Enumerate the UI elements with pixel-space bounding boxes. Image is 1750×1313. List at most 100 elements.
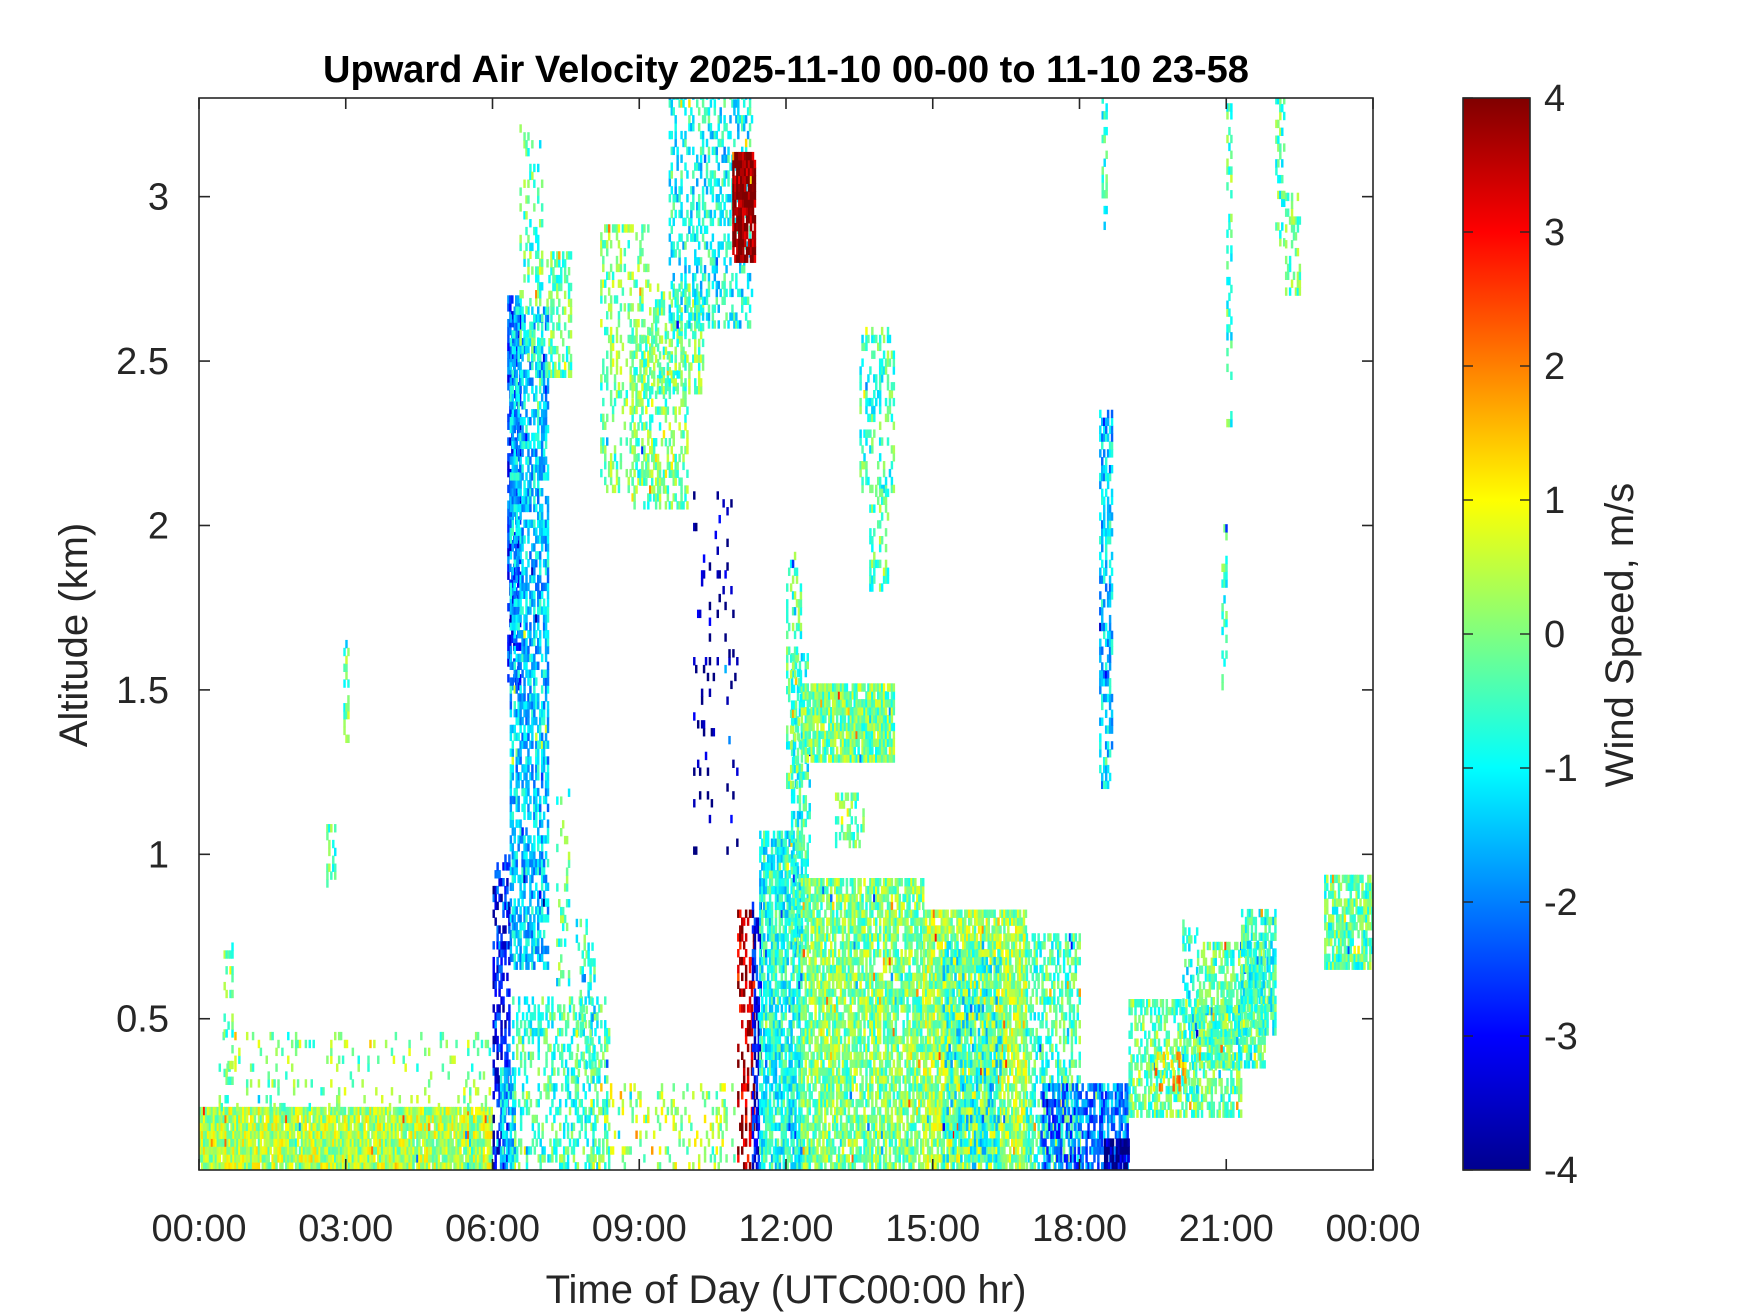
velocity-cell	[484, 1138, 488, 1147]
velocity-cell	[664, 378, 668, 387]
velocity-cell	[294, 1031, 298, 1041]
velocity-cell	[439, 1114, 443, 1124]
velocity-cell	[639, 1130, 642, 1139]
velocity-cell	[320, 1122, 323, 1132]
velocity-cell	[541, 1027, 544, 1037]
velocity-cell	[513, 448, 516, 457]
velocity-cell	[540, 898, 544, 907]
velocity-cell	[380, 1154, 384, 1163]
velocity-cell	[668, 98, 672, 100]
velocity-cell	[506, 878, 509, 887]
velocity-cell	[674, 469, 677, 478]
velocity-cell	[231, 1029, 234, 1038]
velocity-cell	[695, 265, 699, 274]
velocity-cell	[639, 468, 642, 478]
velocity-cell	[613, 453, 617, 462]
velocity-cell	[492, 893, 495, 903]
velocity-cell	[695, 233, 699, 242]
velocity-cell	[275, 1130, 278, 1139]
velocity-cell	[502, 1162, 505, 1170]
velocity-cell	[347, 679, 350, 688]
velocity-cell	[692, 312, 695, 321]
velocity-cell	[525, 424, 528, 434]
velocity-cell	[226, 1130, 229, 1139]
velocity-cell	[552, 306, 555, 315]
velocity-cell	[513, 1075, 516, 1084]
velocity-cell	[513, 480, 516, 489]
velocity-cell	[513, 539, 516, 549]
velocity-cell	[386, 1146, 390, 1155]
velocity-cell	[513, 724, 516, 734]
velocity-cell	[513, 866, 516, 876]
velocity-cell	[705, 312, 709, 321]
velocity-cell	[202, 1114, 206, 1124]
velocity-cell	[736, 167, 739, 177]
velocity-cell	[686, 438, 689, 447]
velocity-cell	[596, 1067, 599, 1076]
velocity-cell	[208, 1122, 212, 1132]
velocity-cell	[609, 358, 613, 367]
velocity-cell	[715, 201, 719, 211]
velocity-cell	[717, 194, 720, 203]
velocity-cell	[703, 178, 707, 187]
velocity-cell	[542, 614, 546, 623]
velocity-cell	[540, 250, 544, 259]
velocity-cell	[519, 1059, 523, 1068]
velocity-cell	[531, 1027, 535, 1037]
velocity-cell	[647, 461, 650, 471]
velocity-cell	[537, 480, 540, 489]
velocity-cell	[511, 843, 515, 852]
velocity-cell	[509, 551, 513, 560]
velocity-cell	[670, 501, 674, 510]
velocity-cell	[527, 929, 530, 939]
velocity-cell	[501, 1067, 505, 1076]
velocity-cell	[666, 330, 670, 340]
velocity-cell	[531, 353, 534, 362]
velocity-cell	[400, 1114, 403, 1124]
velocity-cell	[453, 1146, 456, 1155]
velocity-cell	[753, 199, 757, 208]
velocity-cell	[672, 406, 675, 415]
velocity-cell	[509, 764, 513, 773]
velocity-cell	[551, 1051, 554, 1061]
velocity-cell	[326, 871, 329, 880]
velocity-cell	[425, 1146, 429, 1155]
velocity-cell	[234, 1031, 237, 1041]
velocity-cell	[589, 966, 592, 975]
velocity-cell	[744, 296, 748, 306]
velocity-cell	[506, 909, 509, 918]
velocity-cell	[617, 476, 621, 486]
velocity-cell	[332, 1154, 335, 1163]
velocity-cell	[676, 288, 679, 298]
velocity-cell	[537, 337, 540, 346]
velocity-cell	[588, 1106, 591, 1116]
velocity-cell	[544, 637, 548, 647]
velocity-cell	[680, 327, 683, 336]
velocity-cell	[550, 251, 553, 260]
velocity-cell	[540, 819, 544, 828]
velocity-cell	[231, 1060, 234, 1070]
velocity-cell	[224, 1130, 227, 1139]
velocity-cell	[553, 1146, 556, 1155]
velocity-cell	[200, 1162, 204, 1170]
velocity-cell	[537, 440, 540, 450]
velocity-cell	[533, 519, 536, 528]
velocity-cell	[517, 385, 520, 394]
velocity-cell	[355, 1146, 358, 1155]
velocity-cell	[719, 201, 722, 211]
velocity-cell	[386, 1162, 390, 1170]
velocity-cell	[236, 1122, 239, 1132]
velocity-cell	[598, 1106, 601, 1116]
velocity-cell	[711, 249, 715, 258]
velocity-cell	[509, 456, 513, 465]
velocity-cell	[666, 453, 670, 463]
velocity-cell	[576, 1083, 580, 1092]
velocity-cell	[538, 819, 542, 828]
velocity-cell	[214, 1114, 218, 1124]
velocity-cell	[546, 401, 550, 410]
velocity-cell	[711, 98, 715, 100]
velocity-cell	[566, 1130, 570, 1139]
velocity-cell	[533, 464, 536, 473]
velocity-cell	[494, 972, 497, 982]
velocity-cell	[605, 1059, 609, 1068]
